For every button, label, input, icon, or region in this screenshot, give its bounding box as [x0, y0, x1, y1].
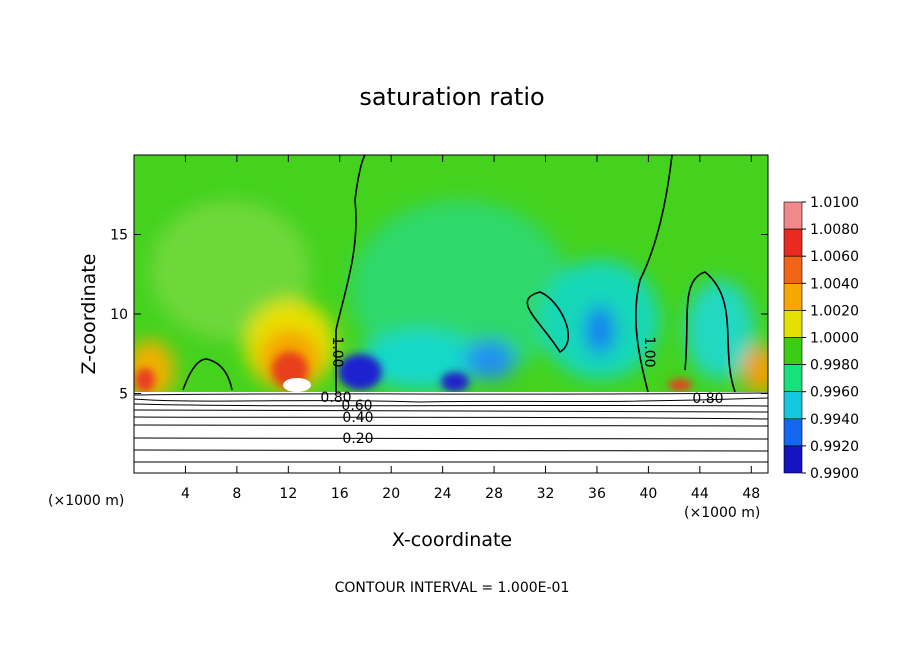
x-unit: (×1000 m)	[48, 493, 124, 509]
contour-label: 0.20	[342, 431, 373, 447]
colorbar-label: 1.0020	[810, 303, 859, 319]
colorbar-bin	[783, 391, 803, 420]
contour-label: 0.60	[341, 398, 372, 414]
x-tick-label: 16	[331, 486, 349, 502]
colorbar-label: 1.0060	[810, 249, 859, 265]
field	[134, 155, 768, 473]
contour-label: 1.00	[329, 336, 345, 367]
x-tick-label: 12	[279, 486, 297, 502]
x-tick-label: 44	[691, 486, 709, 502]
colorbar-label: 0.9980	[810, 358, 859, 374]
contour-label: 1.00	[641, 336, 657, 367]
colorbar-label: 0.9960	[810, 385, 859, 401]
colorbar-label: 1.0080	[810, 222, 859, 238]
contour-label: 0.80	[692, 391, 723, 407]
colorbar-bin	[783, 337, 803, 365]
y-axis-label: Z-coordinate	[78, 254, 100, 375]
colorbar-bin	[783, 282, 803, 311]
x-axis-label: X-coordinate	[392, 529, 512, 551]
y-tick-label: 15	[110, 228, 128, 244]
y-tick-label: 10	[110, 307, 128, 323]
colorbar-label: 0.9900	[810, 466, 859, 482]
x-tick-label: 4	[181, 486, 190, 502]
footer: CONTOUR INTERVAL = 1.000E-01	[335, 580, 570, 596]
x-tick-label: 20	[382, 486, 400, 502]
colorbar-bin	[783, 445, 803, 474]
x-tick-label: 8	[232, 486, 241, 502]
x-tick-label: 24	[434, 486, 452, 502]
x-tick-label: 36	[588, 486, 606, 502]
colorbar-bin	[783, 255, 803, 284]
y-tick-label: 5	[119, 387, 128, 403]
contour-label: 0.40	[342, 410, 373, 426]
chart-title: saturation ratio	[359, 83, 544, 111]
colorbar-bin	[783, 364, 803, 393]
x-unit: (×1000 m)	[684, 505, 760, 521]
x-tick-label: 40	[639, 486, 657, 502]
colorbar-label: 1.0040	[810, 276, 859, 292]
colorbar-bin	[783, 310, 803, 338]
x-tick-label: 48	[742, 486, 760, 502]
colorbar-label: 1.0000	[810, 331, 859, 347]
x-tick-label: 32	[537, 486, 555, 502]
x-tick-label: 28	[485, 486, 503, 502]
colorbar-bin	[783, 201, 803, 230]
colorbar-bin	[783, 418, 803, 447]
colorbar-bin	[783, 228, 803, 257]
colorbar-label: 1.0100	[810, 195, 859, 211]
colorbar-label: 0.9920	[810, 439, 859, 455]
contour-label: 0.80	[320, 390, 351, 406]
colorbar-label: 0.9940	[810, 412, 859, 428]
